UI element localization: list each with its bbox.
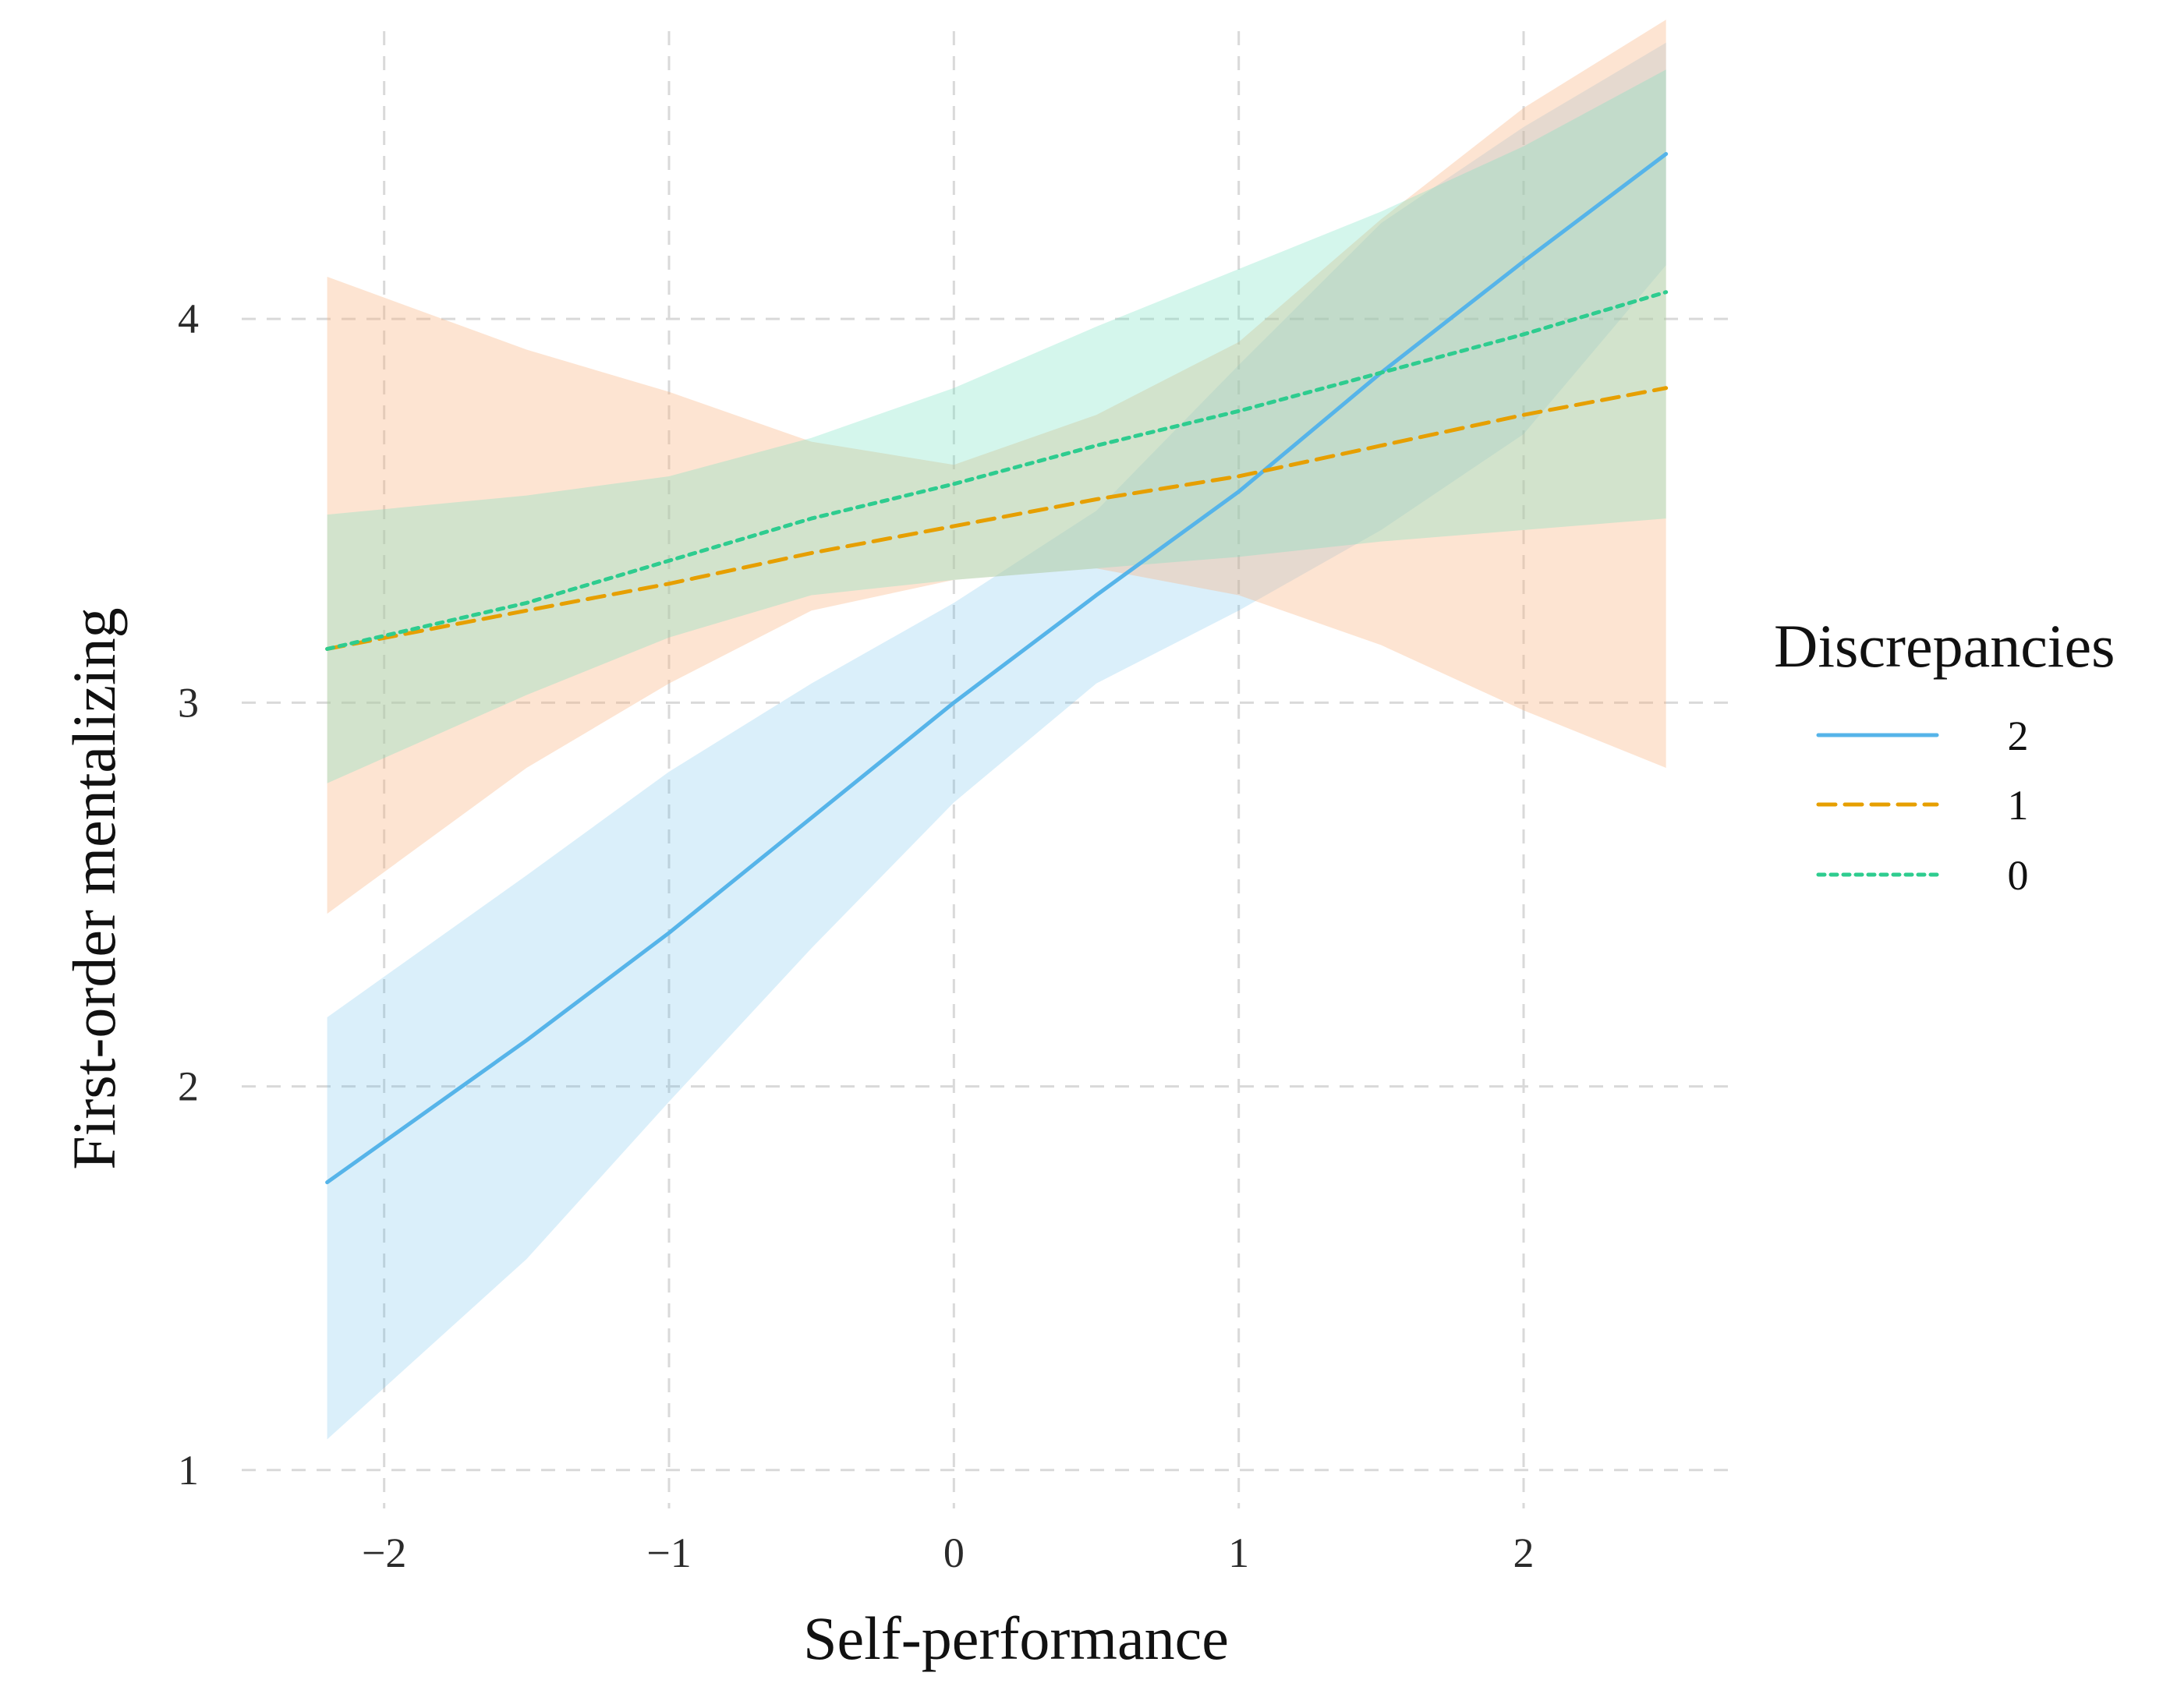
x-tick-label-4: 2: [1513, 1529, 1535, 1576]
y-tick-label-1: 2: [178, 1063, 199, 1110]
x-axis-title: Self-performance: [803, 1604, 1229, 1672]
confidence-band-layer: [327, 19, 1666, 1440]
confidence-band-series-2: [327, 42, 1666, 1440]
x-tick-label-0: −2: [362, 1529, 406, 1576]
x-tick-label-2: 0: [943, 1529, 965, 1576]
y-tick-label-0: 1: [178, 1447, 199, 1494]
legend-label-series-2: 2: [2008, 713, 2029, 759]
legend-item-2: 2: [1816, 713, 2029, 759]
series-line-layer: [325, 152, 1669, 1185]
x-tick-label-3: 1: [1228, 1529, 1249, 1576]
confidence-band-series-1: [327, 19, 1666, 914]
line-series-0: [325, 290, 1669, 651]
legend-item-0: 0: [1816, 852, 2029, 899]
legend-label-series-1: 1: [2008, 782, 2029, 829]
legend-title: Discrepancies: [1774, 612, 2115, 680]
y-tick-label-3: 4: [178, 295, 199, 342]
line-series-2: [325, 152, 1669, 1185]
tick-label-layer: −2 −1 0 1 2 1 2 3 4: [178, 295, 1535, 1576]
grid-layer: [242, 31, 1737, 1508]
line-series-1: [325, 386, 1669, 651]
legend-label-series-0: 0: [2008, 852, 2029, 899]
confidence-band-series-0: [327, 69, 1666, 783]
legend-item-1: 1: [1816, 782, 2029, 829]
x-tick-label-1: −1: [646, 1529, 691, 1576]
y-axis-title: First-order mentalizing: [60, 607, 128, 1169]
legend: Discrepancies 2 1 0: [1774, 612, 2115, 899]
y-tick-label-2: 3: [178, 679, 199, 726]
